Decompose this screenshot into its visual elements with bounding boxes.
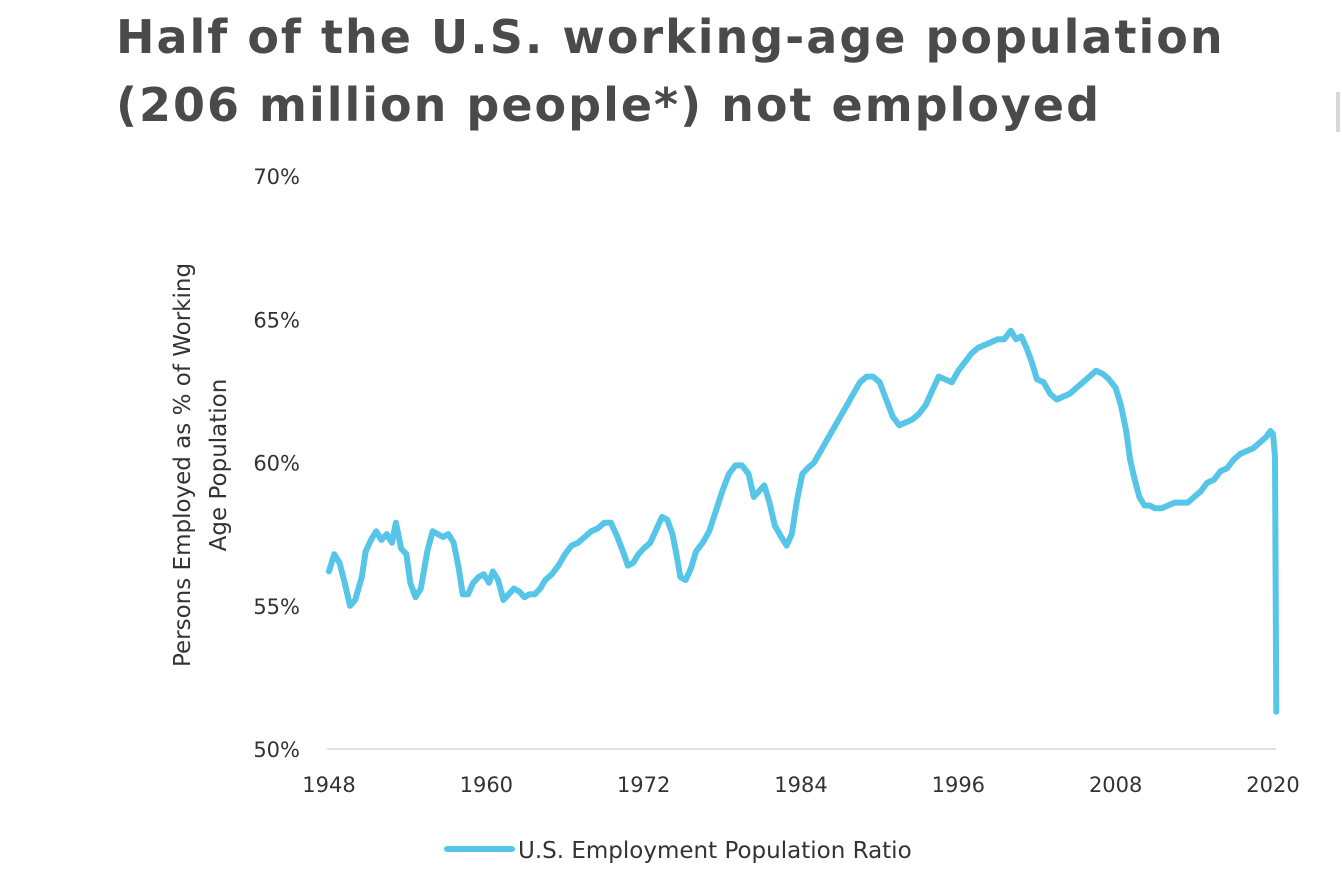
y-tick-label: 55% [253, 595, 300, 619]
scrollbar-thumb[interactable] [1336, 92, 1340, 132]
x-tick-label: 1996 [932, 773, 985, 797]
y-tick-label: 50% [253, 738, 300, 762]
y-axis-label-line-2: Age Population [206, 379, 232, 552]
x-tick-label: 1972 [617, 773, 670, 797]
chart-title-line-2: (206 million people*) not employed [116, 78, 1102, 132]
series-layer [326, 327, 1280, 715]
y-tick-labels: 50% 55% 60% 65% 70% [253, 165, 300, 762]
x-tick-label: 2020 [1246, 773, 1299, 797]
y-tick-label: 60% [253, 452, 300, 476]
chart-title-line-1: Half of the U.S. working-age population [116, 10, 1225, 64]
legend-label: U.S. Employment Population Ratio [518, 838, 912, 864]
legend[interactable]: U.S. Employment Population Ratio [444, 838, 912, 864]
x-tick-label: 2008 [1089, 773, 1142, 797]
series-line [326, 327, 1280, 715]
x-tick-labels: 1948 1960 1972 1984 1996 2008 2020 [302, 773, 1299, 797]
y-axis-label: Persons Employed as % of Working Age Pop… [170, 263, 232, 667]
y-tick-label: 65% [253, 308, 300, 332]
x-tick-label: 1960 [460, 773, 513, 797]
x-tick-label: 1948 [302, 773, 355, 797]
y-axis-label-line-1: Persons Employed as % of Working [170, 263, 196, 667]
x-tick-label: 1984 [774, 773, 827, 797]
y-tick-label: 70% [253, 165, 300, 189]
